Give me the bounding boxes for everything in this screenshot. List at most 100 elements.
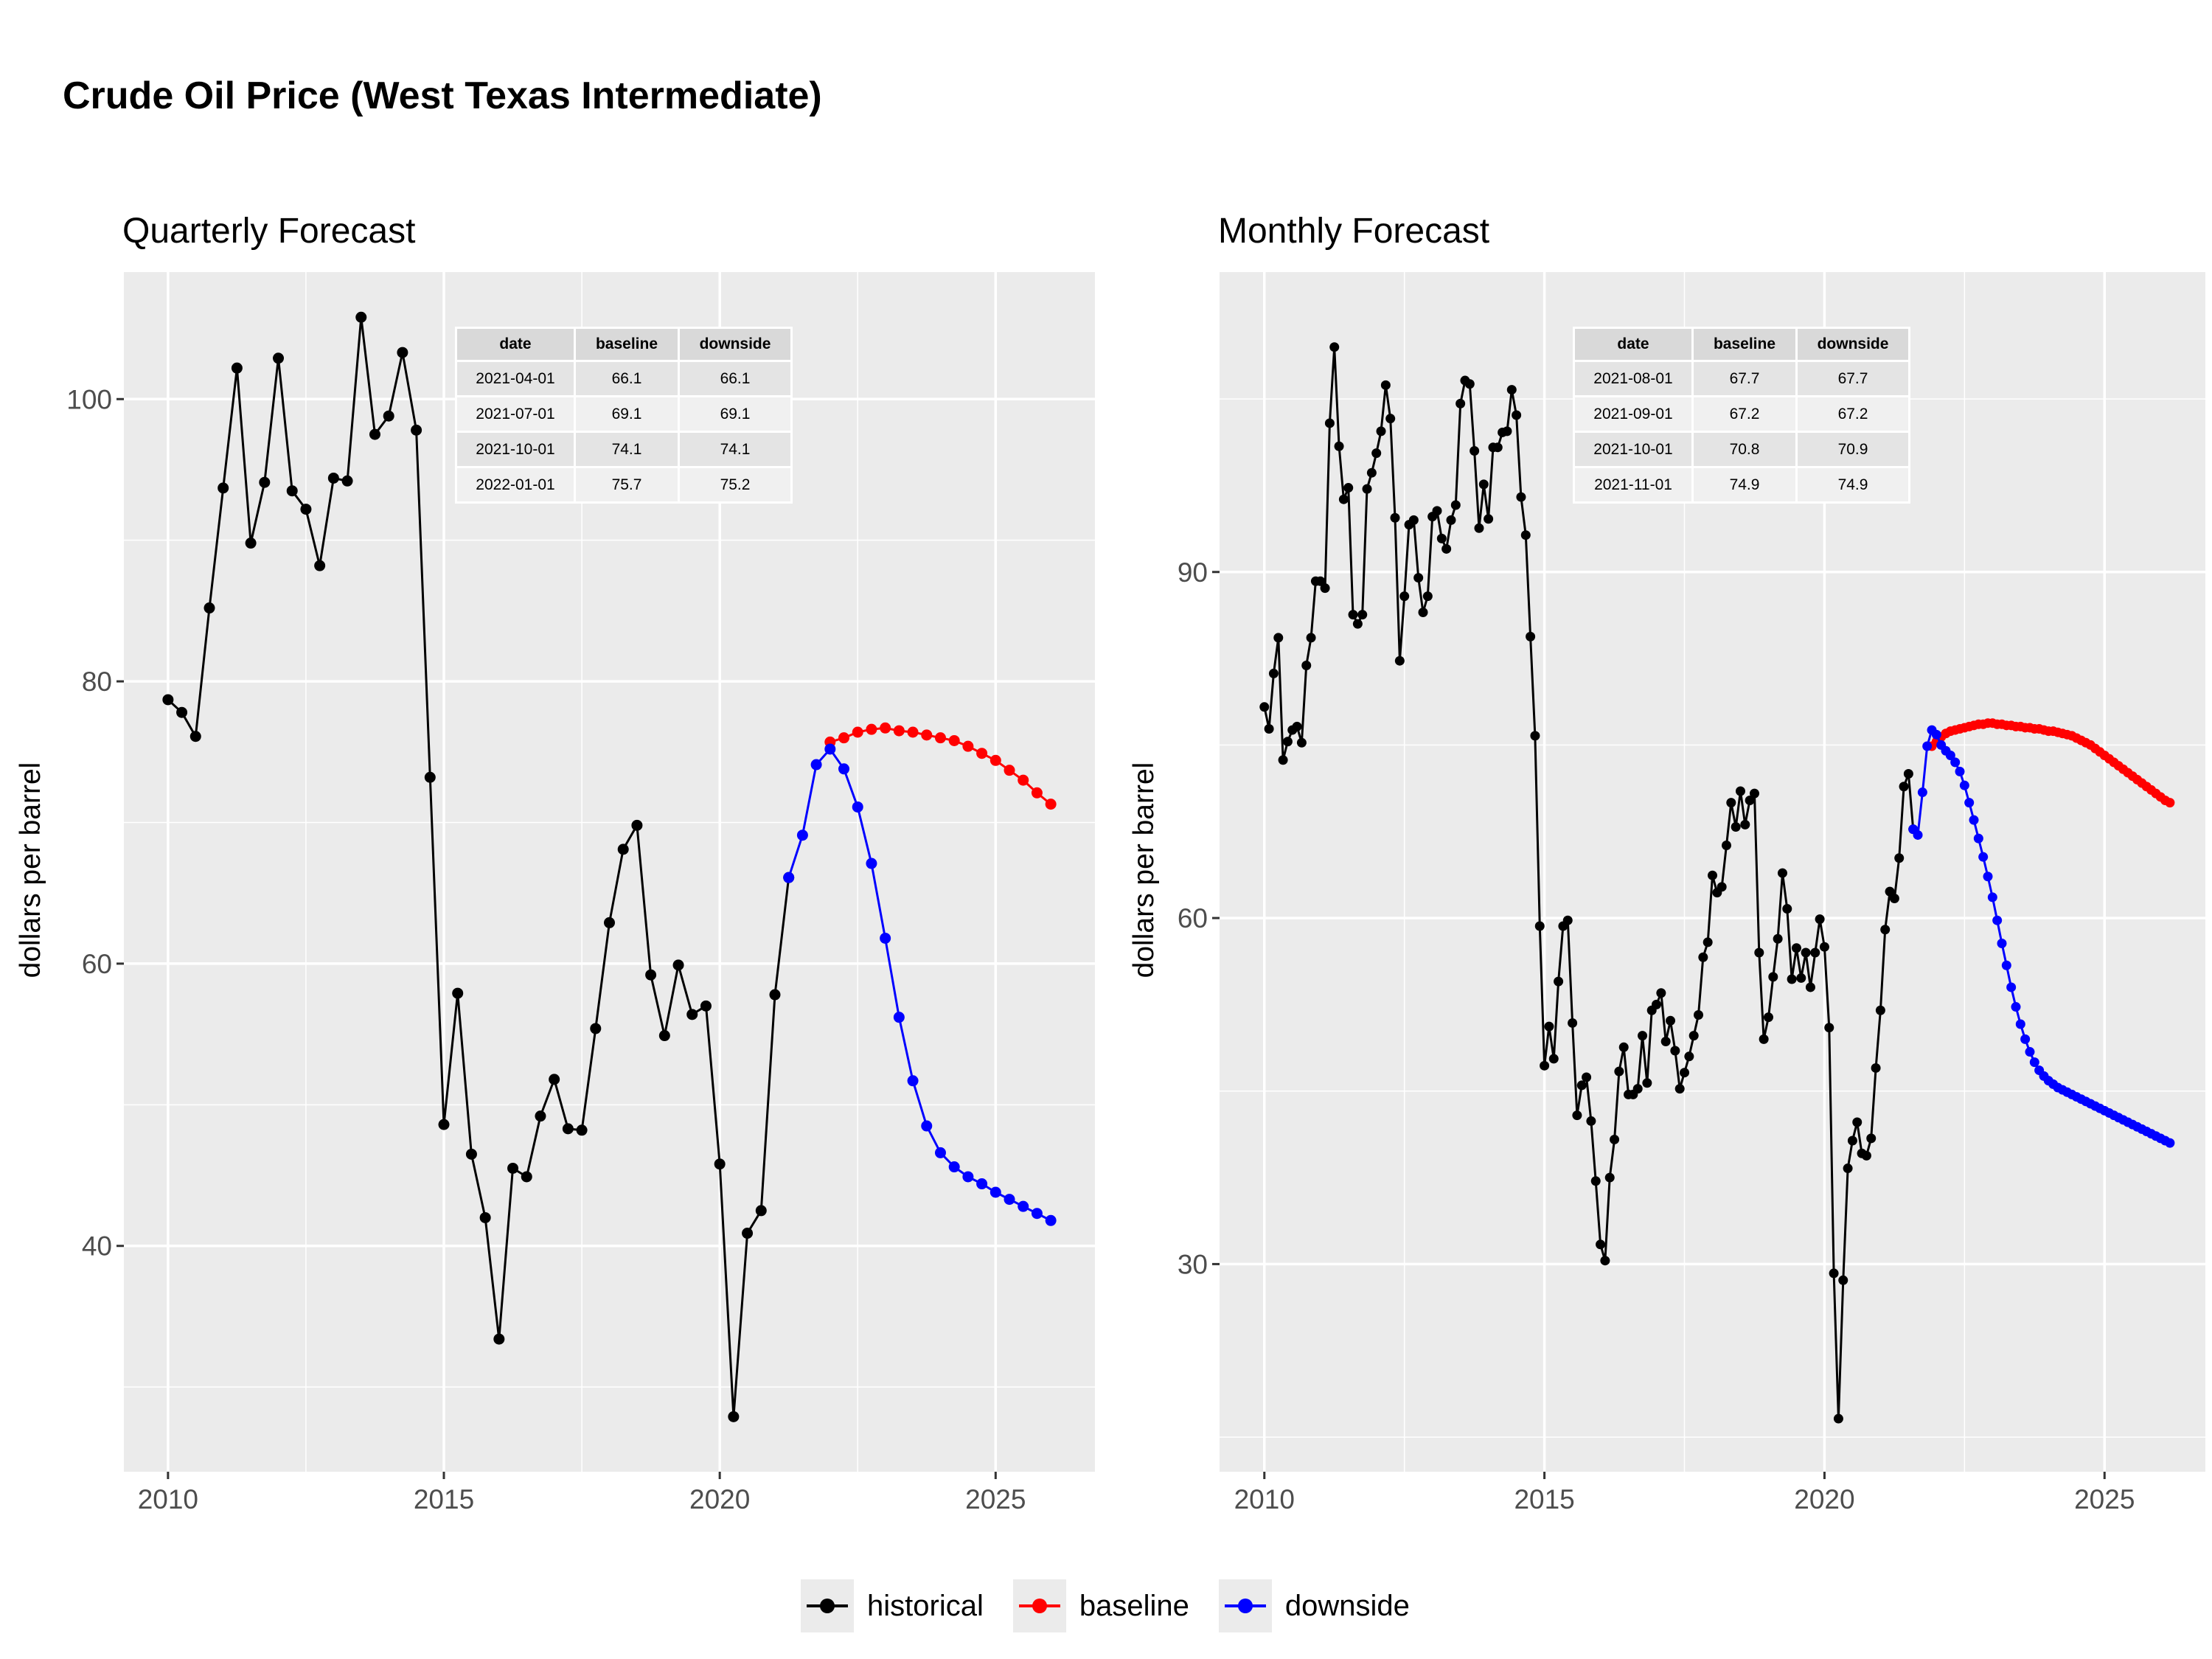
data-point-downside [962, 1171, 974, 1183]
x-tick-label: 2020 [1794, 1484, 1854, 1514]
table-cell: 75.2 [678, 466, 793, 504]
data-point-downside [852, 801, 863, 813]
data-point-downside [948, 1161, 960, 1173]
legend-label-baseline: baseline [1079, 1589, 1189, 1622]
x-tick-label: 2015 [1514, 1484, 1574, 1514]
table-cell: 2021-07-01 [455, 395, 576, 433]
data-point-baseline [1045, 799, 1057, 810]
table-cell: 70.9 [1795, 431, 1910, 468]
x-tick-label: 2015 [414, 1484, 474, 1514]
data-point-historical [1441, 543, 1452, 554]
data-point-historical [1390, 512, 1400, 523]
data-point-historical [1301, 660, 1312, 670]
data-point-downside [1917, 787, 1927, 798]
data-point-historical [1824, 1023, 1834, 1033]
data-point-historical [1717, 882, 1727, 892]
data-point-historical [631, 819, 643, 831]
data-point-historical [479, 1211, 491, 1223]
data-point-historical [1324, 418, 1335, 428]
data-point-historical [1399, 591, 1410, 602]
data-point-historical [1604, 1172, 1615, 1183]
data-point-historical [1768, 972, 1778, 982]
data-point-downside [2020, 1034, 2031, 1044]
x-tick-label: 2020 [689, 1484, 750, 1514]
data-point-historical [1586, 1116, 1596, 1126]
data-point-historical [1502, 426, 1512, 437]
data-point-historical [1470, 445, 1480, 456]
table-header: date [1573, 327, 1694, 362]
data-point-baseline [1018, 774, 1029, 786]
x-tick-label: 2010 [1234, 1484, 1295, 1514]
data-point-historical [1366, 467, 1377, 478]
data-point-historical [1540, 1060, 1550, 1071]
table-row: 2021-04-01 66.1 66.1 [455, 360, 793, 397]
panel-subtitle-monthly: Monthly Forecast [1218, 212, 1490, 251]
data-point-historical [1315, 576, 1326, 586]
data-point-historical [162, 694, 174, 706]
data-point-downside [1955, 766, 1965, 776]
data-point-historical [465, 1148, 477, 1160]
data-point-historical [1526, 631, 1536, 641]
data-point-baseline [880, 722, 891, 734]
data-point-historical [1875, 1005, 1885, 1015]
data-point-historical [452, 987, 464, 999]
data-point-historical [1380, 380, 1391, 390]
table-header: baseline [574, 327, 680, 362]
data-point-historical [742, 1228, 754, 1239]
data-point-historical [1740, 819, 1750, 830]
data-point-historical [1885, 886, 1895, 897]
data-point-historical [1903, 769, 1913, 779]
legend-key-downside [1218, 1579, 1272, 1632]
data-point-historical [1694, 1009, 1704, 1020]
data-point-historical [1754, 947, 1764, 958]
data-point-historical [1422, 591, 1433, 602]
data-point-historical [1861, 1150, 1871, 1161]
data-point-historical [1618, 1042, 1629, 1052]
data-point-historical [1530, 731, 1540, 741]
table-cell: 70.8 [1691, 431, 1798, 468]
data-point-downside [1045, 1214, 1057, 1226]
table-cell: 2021-10-01 [455, 431, 576, 468]
data-point-downside [1018, 1200, 1029, 1212]
data-point-historical [1268, 668, 1279, 678]
data-point-historical [438, 1119, 450, 1130]
data-point-historical [1763, 1012, 1773, 1023]
y-tick-label: 100 [66, 384, 112, 414]
table-cell: 67.2 [1795, 395, 1910, 433]
data-point-historical [1726, 798, 1736, 808]
data-point-historical [769, 989, 781, 1001]
data-point-historical [507, 1162, 519, 1174]
data-point-historical [1362, 484, 1372, 494]
data-point-historical [1512, 410, 1522, 420]
data-point-baseline [2165, 798, 2175, 808]
data-point-historical [1829, 1268, 1839, 1279]
data-point-downside [2029, 1057, 2039, 1068]
table-header: downside [1795, 327, 1910, 362]
data-point-historical [1731, 821, 1741, 832]
data-point-downside [824, 743, 836, 755]
data-point-historical [1376, 426, 1386, 437]
y-tick-label: 60 [1178, 903, 1208, 933]
table-row: 2022-01-01 75.7 75.2 [455, 466, 793, 504]
data-point-downside [2006, 982, 2017, 992]
data-point-historical [314, 560, 326, 571]
data-point-historical [1273, 633, 1284, 643]
data-point-historical [1852, 1117, 1863, 1127]
table-cell: 2021-04-01 [455, 360, 576, 397]
table-row: 2021-09-01 67.2 67.2 [1573, 395, 1910, 433]
table-cell: 2021-11-01 [1573, 466, 1694, 504]
data-point-historical [1745, 796, 1755, 806]
data-point-historical [1450, 500, 1461, 510]
data-point-historical [1721, 841, 1731, 851]
data-point-historical [1446, 515, 1456, 525]
table-cell: 67.2 [1691, 395, 1798, 433]
data-point-historical [1656, 988, 1666, 998]
data-point-historical [355, 311, 367, 323]
data-point-downside [1922, 741, 1933, 751]
data-point-historical [521, 1171, 532, 1183]
data-point-historical [1418, 608, 1428, 618]
data-point-historical [245, 538, 257, 549]
data-point-historical [1652, 999, 1662, 1009]
data-point-downside [976, 1178, 988, 1190]
data-point-historical [1642, 1078, 1652, 1088]
